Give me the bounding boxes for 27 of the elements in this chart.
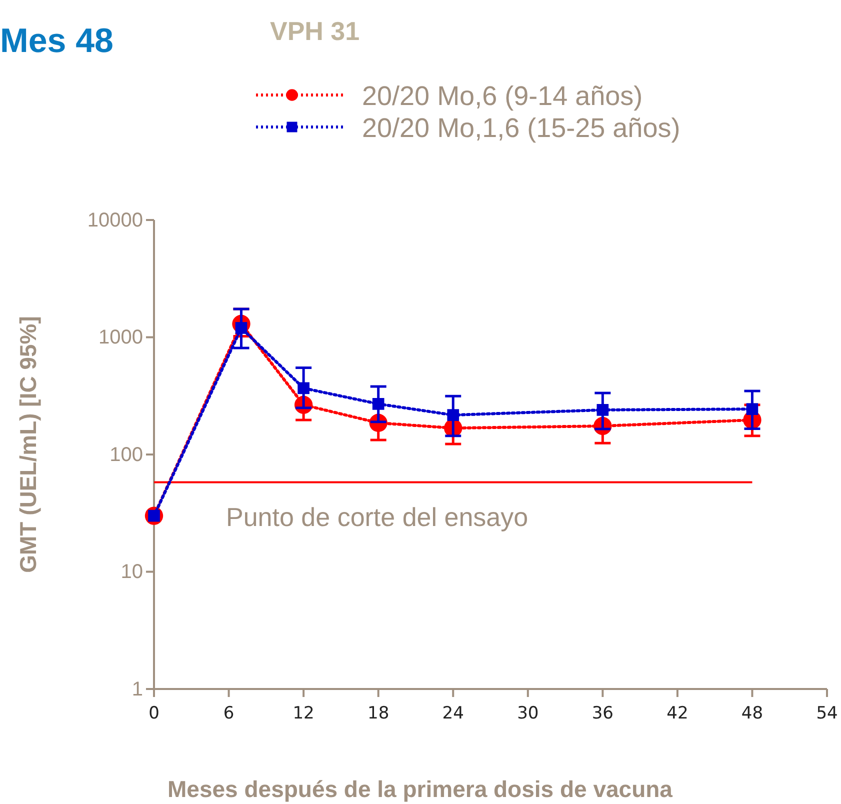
x-tick-label: 12 xyxy=(292,704,314,724)
y-tick-label: 100 xyxy=(110,444,143,466)
x-tick-label: 24 xyxy=(442,704,464,724)
point xyxy=(447,409,460,421)
x-axis-title: Meses después de la primera dosis de vacuna xyxy=(168,776,673,802)
y-tick-label: 1 xyxy=(132,678,143,700)
x-tick-label: 30 xyxy=(517,704,539,724)
ref-line-label: Punto de corte del ensayo xyxy=(226,502,528,532)
point xyxy=(746,403,758,415)
legend-label: 20/20 Mo,1,6 (15-25 años) xyxy=(362,113,680,143)
x-tick-label: 42 xyxy=(666,704,688,724)
x-tick-label: 18 xyxy=(368,704,390,724)
x-tick-label: 48 xyxy=(741,704,764,724)
x-tick-label: 6 xyxy=(223,704,234,724)
chart-subtitle: VPH 31 xyxy=(270,16,360,46)
x-tick-label: 54 xyxy=(816,704,838,724)
point xyxy=(298,382,310,394)
y-tick-label: 10 xyxy=(120,561,143,584)
x-tick-label: 0 xyxy=(148,704,160,724)
y-axis-title: GMT (UEL/mL) [IC 95%] xyxy=(15,316,41,573)
y-tick-label: 1000 xyxy=(98,326,143,349)
chart-title: Mes 48 xyxy=(0,22,114,60)
x-tick-label: 36 xyxy=(592,704,614,724)
legend-label: 20/20 Mo,6 (9-14 años) xyxy=(362,81,643,111)
point xyxy=(372,398,384,410)
point xyxy=(596,404,609,416)
y-tick-label: 10000 xyxy=(87,209,143,232)
